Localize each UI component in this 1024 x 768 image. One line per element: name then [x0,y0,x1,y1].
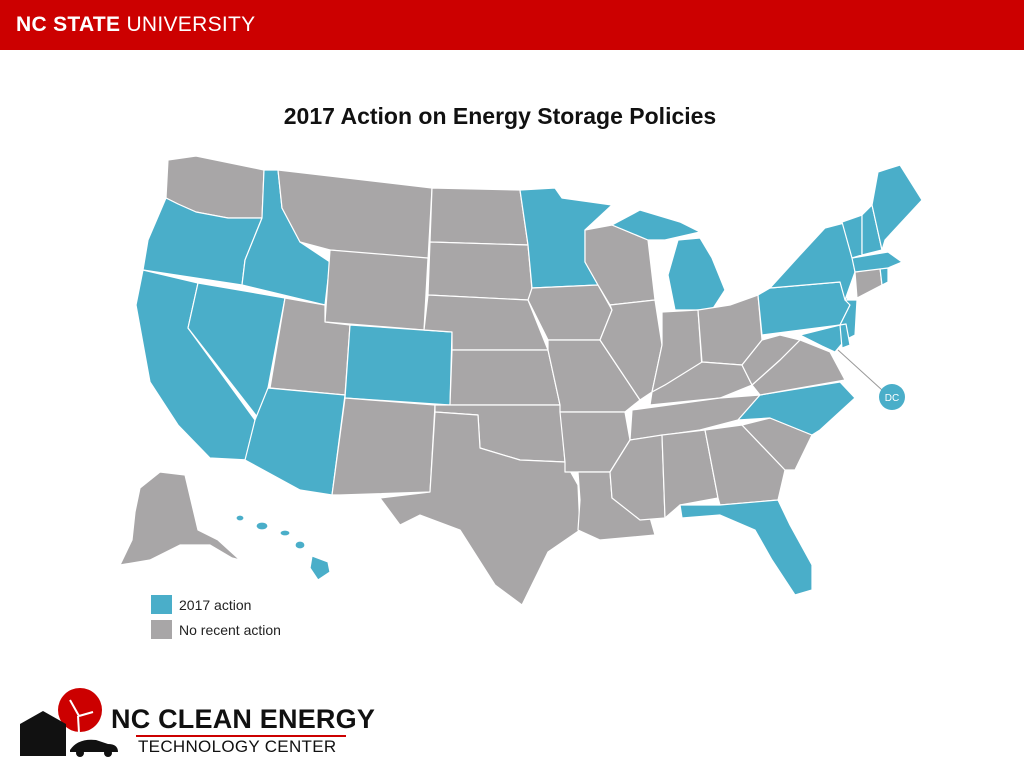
logo-line1: NC CLEAN ENERGY [111,704,376,734]
legend-item-no-action: No recent action [151,617,281,642]
dc-label: DC [885,393,899,404]
state-tx [379,411,581,606]
state-ct [854,267,883,299]
state-sc [741,417,813,471]
legend-label-no-action: No recent action [179,621,281,638]
state-nm [331,397,436,496]
logo-sun-icon [58,688,102,732]
state-ks [449,349,561,406]
header-bar: NC STATE UNIVERSITY [0,0,1024,50]
state-wy [324,249,429,331]
state-de [839,323,851,349]
state-fl [679,499,813,596]
logo-house-icon [20,711,66,756]
legend-item-action: 2017 action [151,592,281,617]
university-brand[interactable]: NC STATE UNIVERSITY [16,13,255,37]
state-nd [429,187,529,246]
state-wv [741,334,801,386]
state-co [344,324,453,406]
dc-marker [879,384,905,410]
hi-island-1 [235,514,245,522]
brand-regular: UNIVERSITY [126,13,256,36]
logo-line2: TECHNOLOGY CENTER [138,737,337,756]
legend-label-action: 2017 action [179,596,252,613]
state-al [661,429,719,519]
state-mi-upper [611,209,701,241]
legend-swatch-action [151,595,172,614]
hi-island-5 [309,555,331,581]
state-hi [235,514,331,581]
state-ma [851,251,903,273]
legend-swatch-no-action [151,620,172,639]
dc-leader-line [837,349,883,391]
state-me [871,164,923,251]
state-mi [667,237,726,311]
state-ak [119,471,241,566]
brand-bold: NC STATE [16,13,121,36]
state-md [799,324,846,353]
hi-island-2 [255,521,269,531]
state-ri [879,267,889,286]
hi-island-4 [294,540,306,550]
state-il [599,299,663,401]
map-title: 2017 Action on Energy Storage Policies [283,103,717,129]
map-legend: 2017 action No recent action [151,592,281,642]
logo-car-icon [70,739,118,752]
state-sd [427,241,533,301]
hi-island-3 [279,529,291,537]
clean-energy-logo[interactable] [18,686,348,758]
